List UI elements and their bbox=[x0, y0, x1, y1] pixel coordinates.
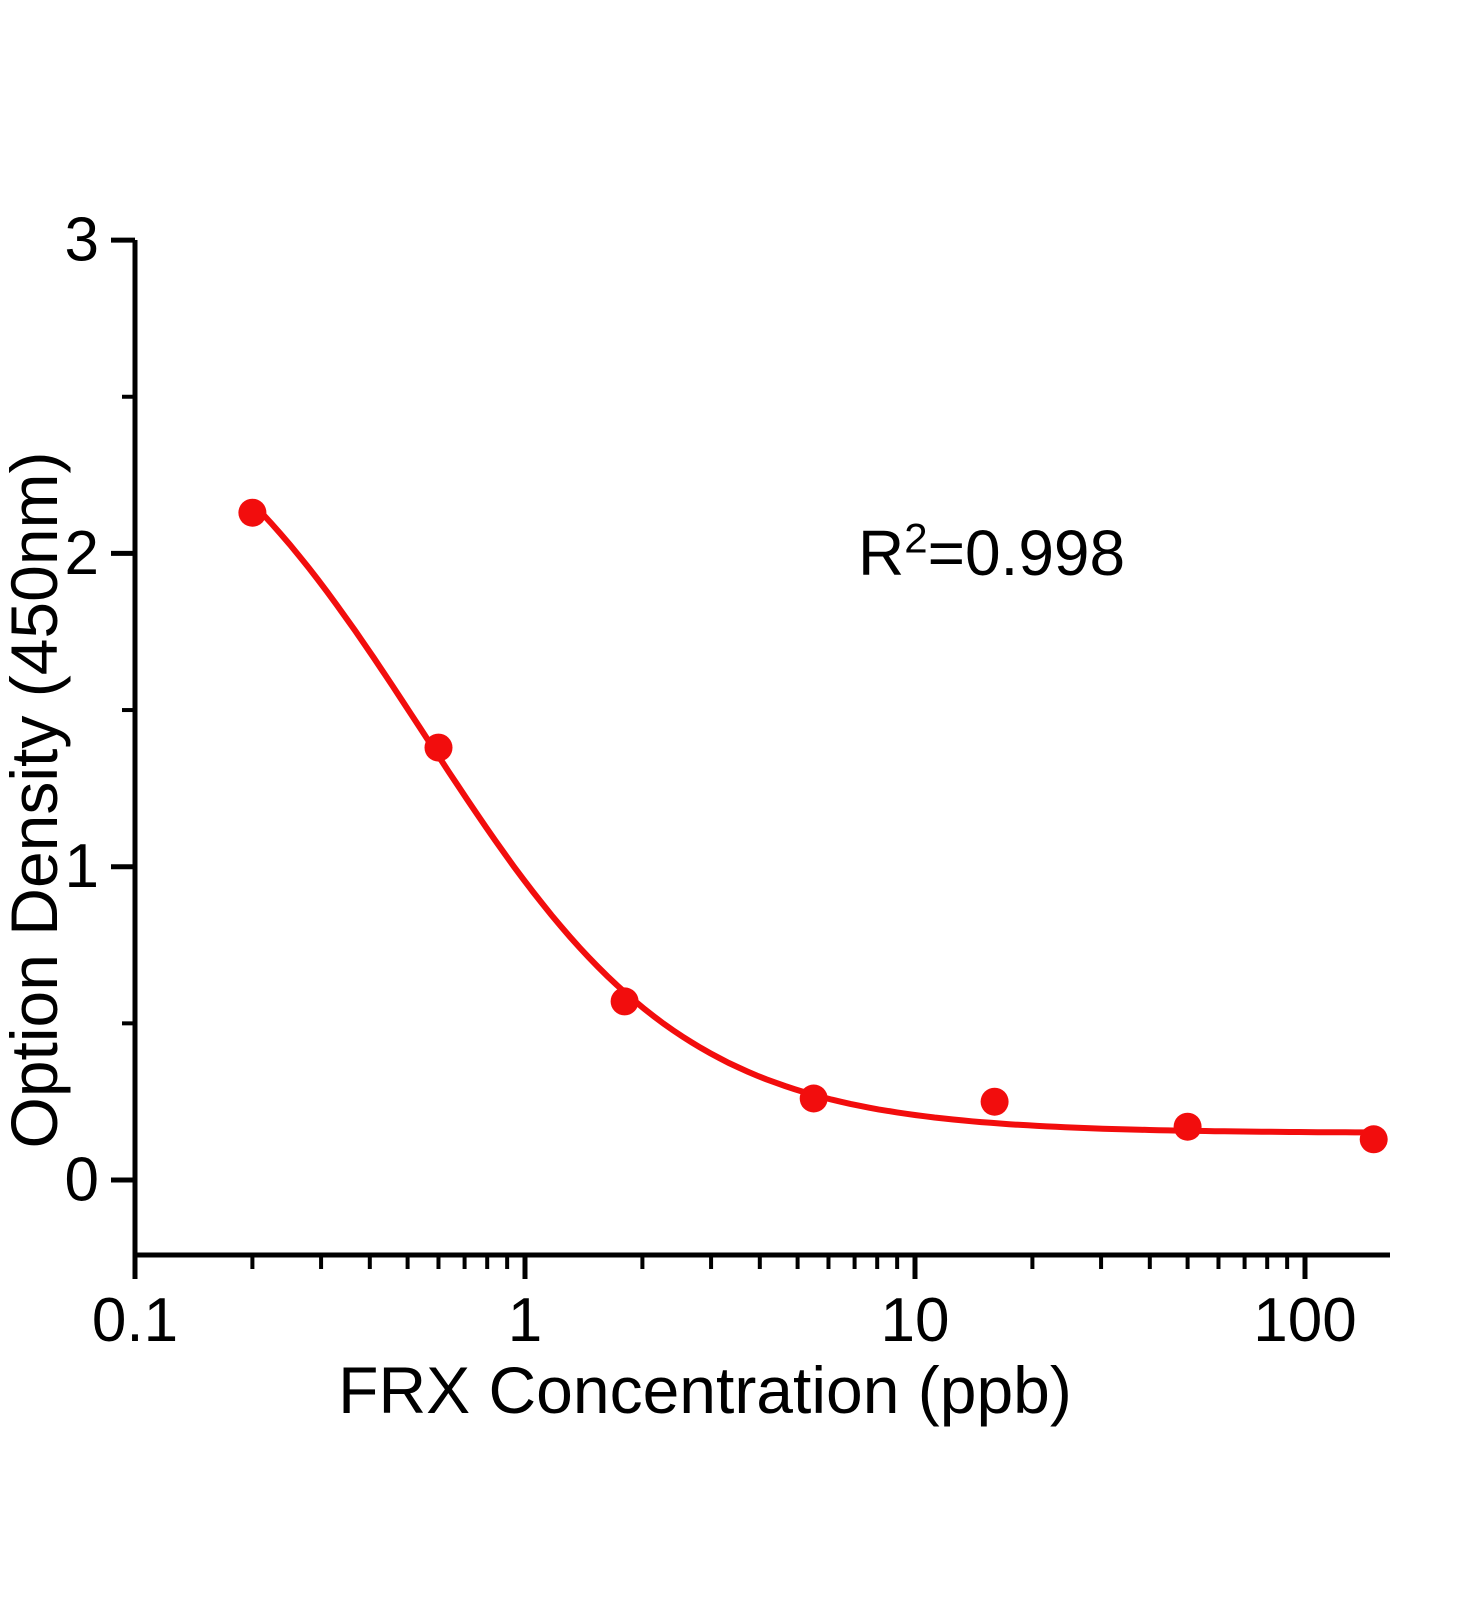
r-squared-exponent: 2 bbox=[904, 514, 928, 562]
y-axis-label: Option Density (450nm) bbox=[0, 451, 71, 1149]
svg-text:10: 10 bbox=[881, 1286, 950, 1355]
x-axis-label: FRX Concentration (ppb) bbox=[338, 1353, 1072, 1427]
svg-text:100: 100 bbox=[1253, 1286, 1356, 1355]
svg-text:1: 1 bbox=[508, 1286, 542, 1355]
svg-text:0.1: 0.1 bbox=[92, 1286, 178, 1355]
svg-text:2: 2 bbox=[65, 519, 99, 588]
r-squared-value: =0.998 bbox=[927, 517, 1126, 589]
svg-text:0: 0 bbox=[65, 1146, 99, 1215]
r-squared-prefix: R bbox=[858, 517, 905, 589]
svg-text:1: 1 bbox=[65, 832, 99, 901]
r-squared-annotation: R2=0.998 bbox=[858, 516, 1125, 590]
svg-text:3: 3 bbox=[65, 206, 99, 275]
